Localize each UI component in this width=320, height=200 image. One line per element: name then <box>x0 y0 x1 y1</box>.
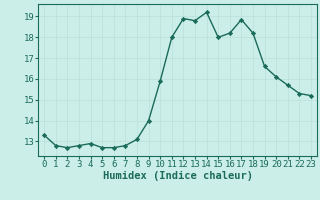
X-axis label: Humidex (Indice chaleur): Humidex (Indice chaleur) <box>103 171 252 181</box>
